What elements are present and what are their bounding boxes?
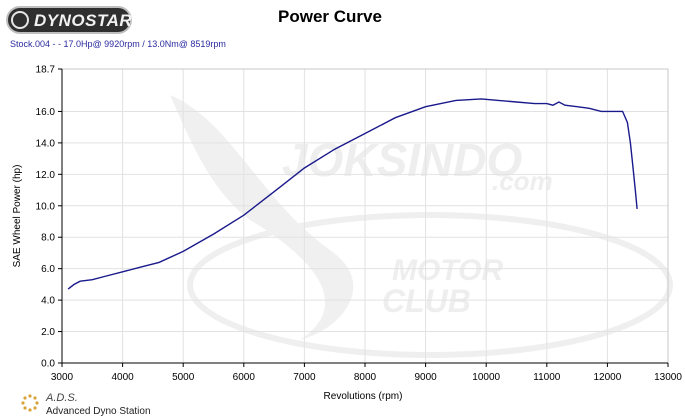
footer-title: A.D.S. xyxy=(46,392,78,404)
x-axis-label: Revolutions (rpm) xyxy=(324,391,403,402)
footer-subtitle: Advanced Dyno Station xyxy=(46,406,151,417)
x-tick-label: 7000 xyxy=(293,372,316,383)
y-tick-label: 14.0 xyxy=(36,138,56,149)
y-tick-label: 12.0 xyxy=(36,170,56,181)
grid xyxy=(61,68,669,364)
x-tick-label: 3000 xyxy=(51,372,74,383)
y-tick-label: 2.0 xyxy=(41,327,55,338)
x-tick-label: 5000 xyxy=(172,372,195,383)
chart-title: Power Curve xyxy=(278,7,382,26)
ads-logo-icon xyxy=(21,394,39,412)
x-tick-label: 13000 xyxy=(654,372,682,383)
x-axis: 3000 4000 5000 6000 7000 8000 9000 10000 11000 12… xyxy=(51,362,682,383)
y-tick-label: 18.7 xyxy=(36,65,56,76)
watermark: JOKSINDO .com MOTOR CLUB xyxy=(170,95,673,358)
dynostar-logo: DYNOSTAR xyxy=(6,6,132,34)
x-tick-label: 11000 xyxy=(533,372,561,383)
watermark-line3: MOTOR xyxy=(392,254,503,287)
y-axis: 0.0 2.0 4.0 6.0 8.0 10.0 12.0 14.0 16.0 18.7 xyxy=(36,65,63,370)
watermark-line2: .com xyxy=(492,166,553,196)
x-tick-label: 8000 xyxy=(354,372,377,383)
x-tick-label: 9000 xyxy=(414,372,437,383)
run-summary: Stock.004 - - 17.0Hp@ 9920rpm / 13.0Nm@ … xyxy=(10,39,226,49)
y-tick-label: 4.0 xyxy=(41,296,55,307)
y-tick-label: 0.0 xyxy=(41,359,55,370)
power-series-line xyxy=(67,98,638,290)
logo-text: DYNOSTAR xyxy=(34,11,133,30)
x-tick-label: 10000 xyxy=(472,372,500,383)
y-axis-label: SAE Wheel Power (hp) xyxy=(12,165,23,268)
y-tick-label: 16.0 xyxy=(36,107,56,118)
y-tick-label: 10.0 xyxy=(36,201,56,212)
watermark-line4: CLUB xyxy=(382,283,471,319)
x-tick-label: 6000 xyxy=(233,372,256,383)
x-tick-label: 4000 xyxy=(111,372,134,383)
logo-ring-icon xyxy=(11,11,29,29)
watermark-wing xyxy=(170,95,354,340)
x-tick-label: 12000 xyxy=(593,372,621,383)
y-tick-label: 8.0 xyxy=(41,233,55,244)
watermark-ellipse xyxy=(187,212,673,358)
y-tick-label: 6.0 xyxy=(41,264,55,275)
